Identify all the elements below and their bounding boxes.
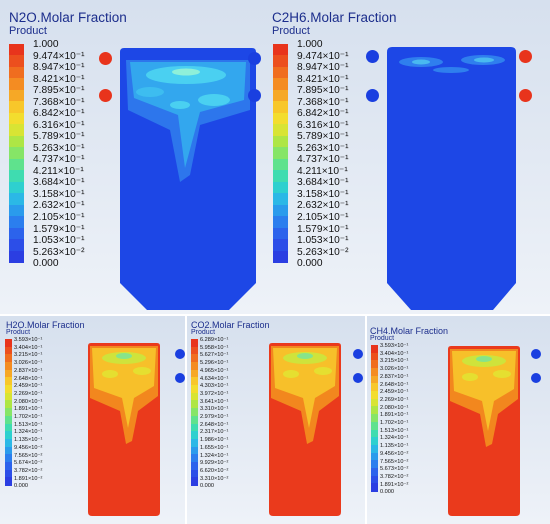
co2-panel: CO2.Molar Fraction Product 6.289×10⁻¹ 5.9… <box>187 316 365 524</box>
co2-inlet-2 <box>353 373 363 383</box>
c2h6-inlet-2 <box>366 89 379 102</box>
c2h6-panel: C2H6.Molar Fraction Product 1.000 9.474×1… <box>271 0 550 314</box>
n2o-outlet-2 <box>248 89 261 102</box>
h2o-inlet-2 <box>175 373 185 383</box>
c2h6-inlet-1 <box>366 50 379 63</box>
ch4-inlet-2 <box>531 373 541 383</box>
c2h6-vessel <box>271 0 550 314</box>
n2o-outlet-1 <box>248 52 261 65</box>
c2h6-outlet-2 <box>519 89 532 102</box>
ch4-panel: CH4.Molar Fraction Product 3.593×10⁻¹ 3.4… <box>367 316 550 524</box>
co2-inlet-1 <box>353 349 363 359</box>
c2h6-outlet-1 <box>519 50 532 63</box>
h2o-vessel <box>0 316 185 524</box>
ch4-inlet-1 <box>531 349 541 359</box>
n2o-panel: N2O.Molar Fraction Product 1.000 9.474×10… <box>0 0 271 314</box>
ch4-vessel <box>367 316 550 524</box>
n2o-inlet-1 <box>99 52 112 65</box>
h2o-inlet-1 <box>175 349 185 359</box>
co2-vessel <box>187 316 365 524</box>
n2o-vessel <box>0 0 271 314</box>
h2o-panel: H2O.Molar Fraction Product 3.593×10⁻¹ 3.4… <box>0 316 185 524</box>
n2o-inlet-2 <box>99 89 112 102</box>
